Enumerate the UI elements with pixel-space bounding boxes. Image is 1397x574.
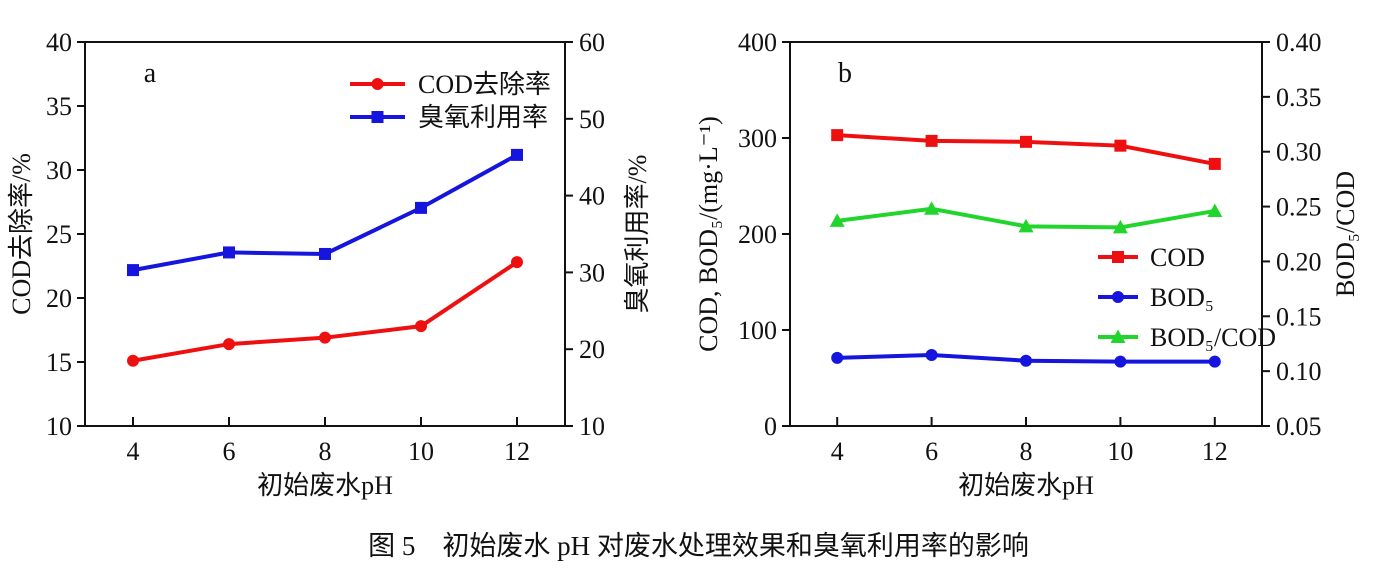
- y-right-tick-label: 10: [579, 412, 605, 441]
- y-left-axis-label: COD, BOD₅/(mg·L⁻¹): [694, 116, 723, 352]
- series-臭氧利用率: [127, 148, 523, 277]
- y-right-tick-label: 0.35: [1276, 83, 1322, 112]
- y-axis-right: 0.05 0.10 0.15 0.20 0.25 0.30 0.35 0.40 BOD₅/COD: [1262, 28, 1360, 441]
- y-right-tick-label: 50: [579, 105, 605, 134]
- x-tick-label: 8: [319, 437, 332, 466]
- x-tick-label: 6: [925, 437, 938, 466]
- y-axis-left: 10 15 20 25 30 35 40 COD去除率/%: [7, 28, 85, 441]
- y-right-tick-label: 0.05: [1276, 412, 1322, 441]
- x-tick-label: 6: [223, 437, 236, 466]
- y-right-tick-label: 0.30: [1276, 138, 1322, 167]
- y-axis-right: 10 20 30 40 50 60 臭氧利用率/%: [565, 28, 652, 441]
- x-axis: 4 6 8 10 12 初始废水pH: [127, 417, 530, 500]
- y-left-tick-label: 200: [738, 220, 777, 249]
- x-tick-label: 4: [127, 437, 140, 466]
- y-right-axis-label: 臭氧利用率/%: [623, 155, 652, 314]
- x-axis-label: 初始废水pH: [958, 471, 1094, 500]
- x-tick-label: 12: [1202, 437, 1228, 466]
- y-right-tick-label: 0.20: [1276, 247, 1322, 276]
- plot-frame: [789, 41, 1263, 427]
- x-tick-label: 8: [1020, 437, 1033, 466]
- series-BOD₅: [831, 348, 1221, 368]
- panel-label: b: [838, 58, 852, 89]
- y-right-tick-label: 30: [579, 258, 605, 287]
- y-left-tick-label: 400: [738, 28, 777, 57]
- chart-a: 4 6 8 10 12 初始废水pH 10 15 20 25 30 35 40 COD去除率/% 10 20 3…: [7, 28, 652, 500]
- legend-label: 臭氧利用率: [418, 103, 548, 132]
- chart-b: 4 6 8 10 12 初始废水pH 0 100 200 300 400 COD, BOD₅/(mg·…: [694, 28, 1360, 500]
- legend-label: BOD₅: [1150, 283, 1214, 312]
- x-tick-label: 4: [831, 437, 844, 466]
- y-left-tick-label: 300: [738, 124, 777, 153]
- y-right-tick-label: 0.10: [1276, 357, 1322, 386]
- y-right-tick-label: 0.15: [1276, 302, 1322, 331]
- y-right-axis-label: BOD₅/COD: [1331, 171, 1360, 297]
- y-left-tick-label: 0: [764, 412, 777, 441]
- series-BOD₅/COD: [829, 201, 1223, 234]
- y-left-tick-label: 100: [738, 316, 777, 345]
- series-COD去除率: [127, 256, 523, 367]
- x-tick-label: 12: [504, 437, 530, 466]
- y-left-tick-label: 40: [46, 28, 72, 57]
- legend: COD BOD₅ BOD₅/COD: [1098, 243, 1276, 352]
- y-left-axis-label: COD去除率/%: [7, 153, 36, 315]
- y-right-tick-label: 60: [579, 28, 605, 57]
- x-tick-label: 10: [408, 437, 434, 466]
- figure-caption: 图 5 初始废水 pH 对废水处理效果和臭氧利用率的影响: [368, 531, 1029, 561]
- y-right-tick-label: 0.40: [1276, 28, 1322, 57]
- y-right-tick-label: 0.25: [1276, 193, 1322, 222]
- legend-label: BOD₅/COD: [1150, 323, 1276, 352]
- y-axis-left: 0 100 200 300 400 COD, BOD₅/(mg·L⁻¹): [694, 28, 790, 441]
- y-right-tick-label: 20: [579, 335, 605, 364]
- y-right-tick-label: 40: [579, 182, 605, 211]
- plot-frame: [84, 41, 566, 427]
- panel-label: a: [144, 58, 157, 89]
- y-left-tick-label: 35: [46, 92, 72, 121]
- y-left-tick-label: 20: [46, 284, 72, 313]
- charts-row: 4 6 8 10 12 初始废水pH 10 15 20 25 30 35 40 COD去除率/% 10 20 3…: [7, 28, 1360, 500]
- series-COD: [831, 129, 1221, 170]
- y-left-tick-label: 25: [46, 220, 72, 249]
- legend-label: COD: [1150, 243, 1205, 272]
- x-tick-label: 10: [1107, 437, 1133, 466]
- y-left-tick-label: 30: [46, 156, 72, 185]
- legend-label: COD去除率: [418, 70, 551, 99]
- y-left-tick-label: 15: [46, 348, 72, 377]
- y-left-tick-label: 10: [46, 412, 72, 441]
- x-axis: 4 6 8 10 12 初始废水pH: [831, 417, 1228, 500]
- x-axis-label: 初始废水pH: [257, 471, 393, 500]
